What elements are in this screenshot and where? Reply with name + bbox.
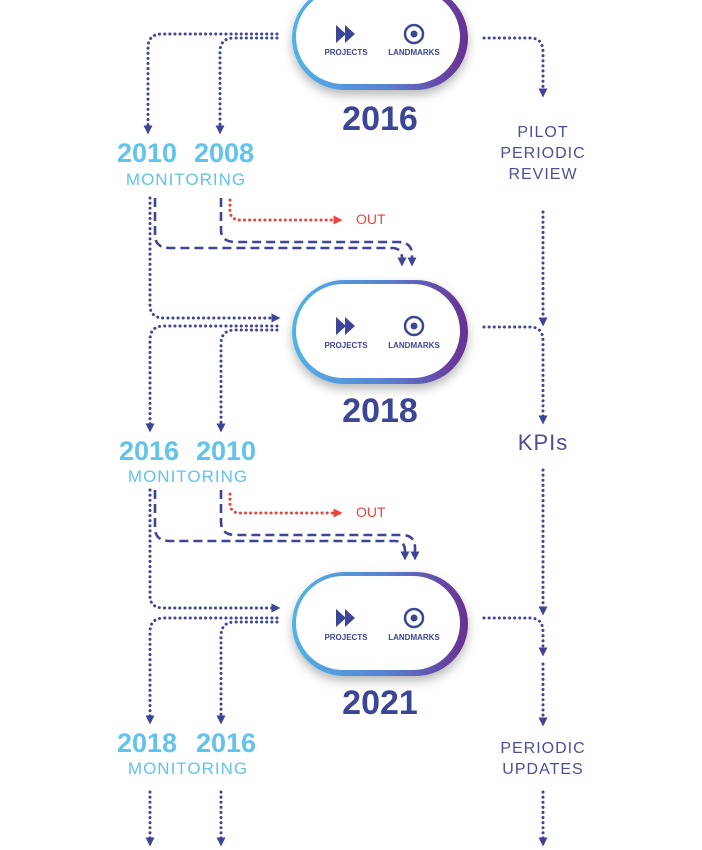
projects-label: PROJECTS: [324, 48, 368, 57]
side-label-line-1: KPIs: [518, 430, 568, 455]
monitoring-year-b: 2010: [196, 436, 256, 466]
side-label-line-2: UPDATES: [502, 761, 583, 778]
connector-line: [215, 36, 279, 135]
connector-line: [148, 488, 281, 613]
stage-2021: PROJECTS LANDMARKS 2021 2018 2016 MONITO…: [117, 572, 585, 778]
projects-label: PROJECTS: [324, 341, 368, 350]
dashed-connector: [219, 490, 420, 561]
stage-year: 2018: [342, 392, 418, 430]
monitoring-label: MONITORING: [128, 759, 248, 778]
monitoring-label: MONITORING: [128, 467, 248, 486]
out-connector: [228, 492, 343, 518]
stage-2018: PROJECTS LANDMARKS 2018 2016 2010 MONITO…: [119, 280, 568, 520]
connector-line: [216, 328, 279, 433]
target-icon: [403, 315, 425, 337]
monitoring-year-a: 2010: [117, 138, 177, 168]
side-label-line-2: PERIODIC: [500, 145, 585, 162]
fast-forward-icon: [336, 317, 355, 335]
stage-pill: PROJECTS LANDMARKS: [292, 572, 468, 676]
connector-line: [145, 324, 279, 433]
monitoring-year-a: 2018: [117, 728, 177, 758]
stage-pill: PROJECTS LANDMARKS: [292, 280, 468, 384]
connector-line: [482, 325, 548, 425]
out-label: OUT: [356, 211, 386, 227]
out-label: OUT: [356, 504, 386, 520]
landmarks-label: LANDMARKS: [388, 48, 440, 57]
connector-line: [143, 32, 279, 135]
stage-2016: PROJECTS LANDMARKS 2016 2010 2008 MONITO…: [117, 0, 585, 227]
connector-line: [482, 36, 548, 98]
monitoring-label: MONITORING: [126, 170, 246, 189]
side-label-line-1: PERIODIC: [500, 740, 585, 757]
target-icon: [403, 607, 425, 629]
monitoring-year-b: 2016: [196, 728, 256, 758]
dashed-connector: [153, 490, 410, 561]
fast-forward-icon: [336, 609, 355, 627]
fast-forward-icon: [336, 25, 355, 43]
stage-year: 2021: [342, 684, 418, 722]
projects-label: PROJECTS: [324, 633, 368, 642]
connector-line: [216, 620, 279, 725]
dashed-connector: [219, 198, 417, 267]
connectors: [143, 32, 548, 847]
connector-line: [482, 616, 548, 657]
dashed-connector: [153, 198, 407, 267]
stage-pill: PROJECTS LANDMARKS: [292, 0, 468, 90]
target-icon: [403, 23, 425, 45]
landmarks-label: LANDMARKS: [388, 633, 440, 642]
monitoring-year-a: 2016: [119, 436, 179, 466]
out-connector: [228, 198, 343, 225]
connector-line: [148, 196, 281, 323]
stage-year: 2016: [342, 100, 418, 138]
monitoring-year-b: 2008: [194, 138, 254, 168]
connector-line: [145, 616, 279, 725]
side-label-line-3: REVIEW: [508, 166, 577, 183]
landmarks-label: LANDMARKS: [388, 341, 440, 350]
side-label-line-1: PILOT: [517, 124, 568, 141]
